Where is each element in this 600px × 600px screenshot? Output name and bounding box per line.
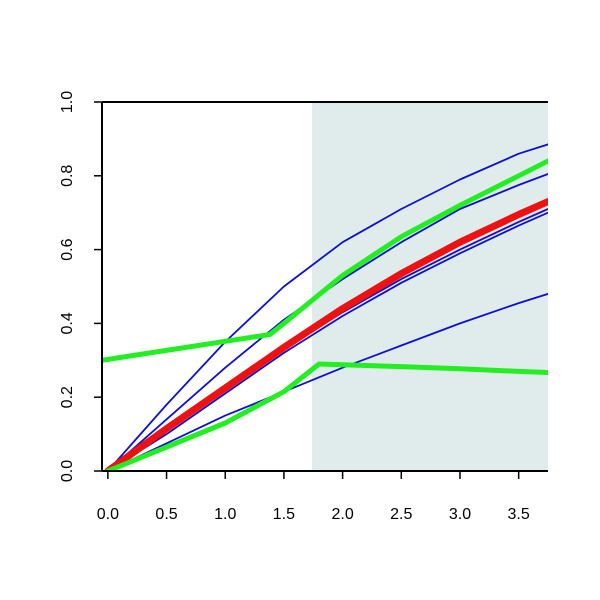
- series-line-5: [104, 198, 548, 471]
- x-tick-label: 3.5: [508, 506, 530, 523]
- series-line-4: [107, 292, 548, 471]
- x-tick-label: 1.0: [214, 506, 236, 523]
- axes-layer: 0.0 0.5 1.0 1.5 2.0 2.5 3.0 3.5 0.0 0.2 0.4 0.6 0.8 1…: [59, 91, 548, 523]
- series-line-3: [107, 211, 548, 471]
- y-tick-label: 1.0: [59, 91, 76, 113]
- series-line-1: [107, 173, 548, 471]
- y-tick-label: 0.8: [59, 165, 76, 187]
- x-tick-label: 3.0: [449, 506, 471, 523]
- series-line-0: [107, 143, 548, 471]
- x-tick-label: 2.0: [331, 506, 353, 523]
- y-tick-label: 0.4: [59, 312, 76, 334]
- y-tick-label: 0.0: [59, 460, 76, 482]
- x-tick-label: 0.0: [97, 506, 119, 523]
- y-tick-label: 0.6: [59, 238, 76, 260]
- series-layer: [102, 143, 548, 471]
- x-tick-label: 2.5: [390, 506, 412, 523]
- series-line-7: [105, 361, 548, 471]
- y-tick-label: 0.2: [59, 386, 76, 408]
- series-line-6: [102, 158, 548, 363]
- shaded-region: [312, 102, 548, 471]
- x-tick-label: 1.5: [273, 506, 295, 523]
- x-tick-label: 0.5: [155, 506, 177, 523]
